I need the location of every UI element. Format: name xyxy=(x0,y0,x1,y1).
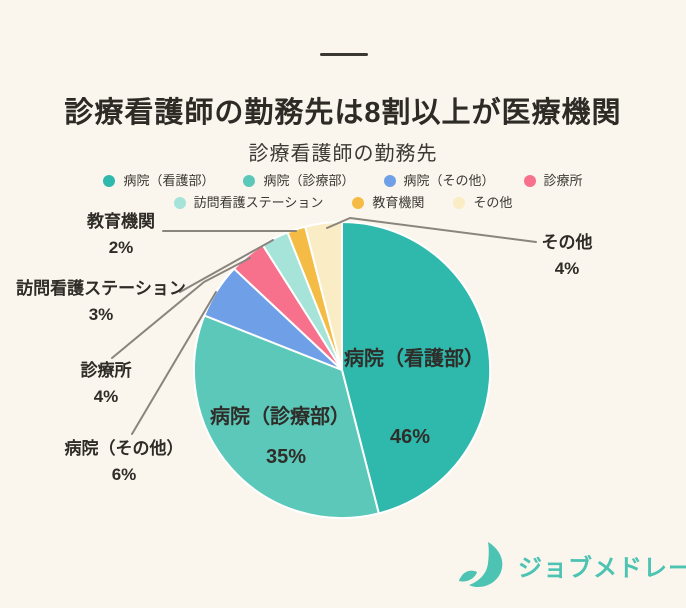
legend-item: 教育機関 xyxy=(352,193,424,213)
callout-clinic: 診療所 4% xyxy=(81,360,132,408)
legend-item: 訪問看護ステーション xyxy=(173,193,324,213)
legend-dot-icon xyxy=(453,197,466,209)
legend-dot-icon xyxy=(173,197,186,209)
legend-label: 訪問看護ステーション xyxy=(193,195,324,210)
legend-dot-icon xyxy=(523,175,536,187)
callout-value: 6% xyxy=(111,465,137,484)
callout-label: 訪問看護ステーション xyxy=(16,279,186,298)
legend-label: その他 xyxy=(473,195,513,210)
brand-name: ジョブメドレー xyxy=(518,554,686,582)
callout-value: 4% xyxy=(93,387,119,406)
legend-label: 教育機関 xyxy=(372,195,425,210)
pie-slice-2 xyxy=(193,314,380,520)
legend-row: 訪問看護ステーション 教育機関 その他 xyxy=(173,193,512,213)
callout-visiting-nurse-station: 訪問看護ステーション 3% xyxy=(16,278,186,326)
callout-other: その他 4% xyxy=(542,232,593,280)
legend-item: 診療所 xyxy=(523,171,583,191)
leader-line xyxy=(326,217,537,243)
legend-dot-icon xyxy=(243,175,256,187)
legend-label: 病院（診療部） xyxy=(263,173,355,188)
callout-value: 3% xyxy=(88,305,114,324)
legend-label: 診療所 xyxy=(543,173,583,188)
chart-title: 診療看護師の勤務先 xyxy=(248,143,438,165)
chart-legend: 病院（看護部） 病院（診療部） 病院（その他） 診療所訪問看護ステーション 教育機関 その… xyxy=(0,171,686,213)
legend-item: 病院（その他） xyxy=(383,171,495,191)
slice-label-hospital-nursing: 病院（看護部） xyxy=(344,348,484,370)
callout-label: 教育機関 xyxy=(87,212,155,231)
callout-value: 4% xyxy=(554,259,580,278)
slice-value-hospital-nursing: 46% xyxy=(389,426,431,448)
callout-label: 病院（その他） xyxy=(64,439,184,458)
legend-label: 病院（看護部） xyxy=(123,173,215,188)
legend-dot-icon xyxy=(103,175,116,187)
jobmedley-logo-icon xyxy=(459,542,503,587)
callout-label: その他 xyxy=(541,233,593,252)
leader-line xyxy=(179,239,274,293)
callout-label: 診療所 xyxy=(80,361,132,380)
brand-logo: ジョブメドレー xyxy=(458,541,686,589)
page-title: 診療看護師の勤務先は8割以上が医療機関 xyxy=(64,97,622,130)
legend-item: その他 xyxy=(453,193,512,213)
callout-hospital-other: 病院（その他） 6% xyxy=(65,438,184,486)
leader-line xyxy=(111,257,251,359)
callout-education: 教育機関 2% xyxy=(87,211,155,259)
leader-line xyxy=(131,291,217,435)
legend-dot-icon xyxy=(383,175,396,187)
slice-value-hospital-medical: 35% xyxy=(265,446,307,468)
slice-label-hospital-medical: 病院（診療部） xyxy=(210,406,350,428)
legend-row: 病院（看護部） 病院（診療部） 病院（その他） 診療所 xyxy=(103,171,583,191)
legend-dot-icon xyxy=(352,197,365,209)
legend-item: 病院（診療部） xyxy=(243,171,355,191)
legend-label: 病院（その他） xyxy=(403,173,495,188)
callout-value: 2% xyxy=(108,238,134,257)
legend-item: 病院（看護部） xyxy=(103,171,214,191)
pie-slice-1 xyxy=(341,221,492,515)
decorative-rule xyxy=(320,53,368,56)
